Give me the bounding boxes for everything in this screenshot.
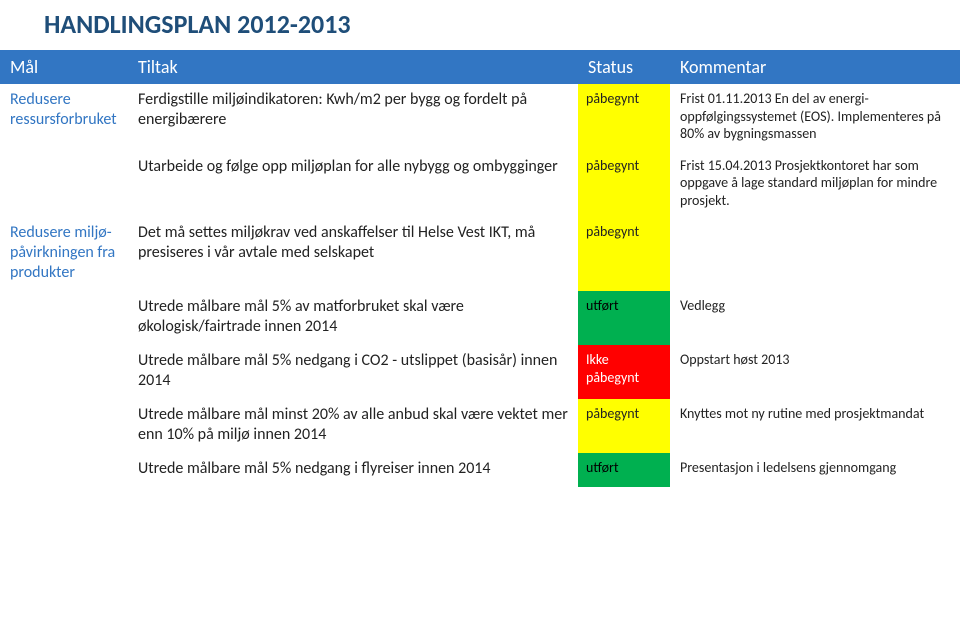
cell-status: påbegynt bbox=[578, 217, 670, 291]
cell-status: påbegynt bbox=[578, 151, 670, 218]
cell-kommentar: Knyttes mot ny rutine med prosjektmandat bbox=[670, 399, 960, 453]
cell-kommentar bbox=[670, 217, 960, 291]
cell-status: påbegynt bbox=[578, 84, 670, 151]
cell-status: utført bbox=[578, 291, 670, 345]
cell-tiltak: Utrede målbare mål 5% nedgang i CO2 - ut… bbox=[128, 345, 578, 399]
cell-mal bbox=[0, 291, 128, 345]
cell-mal bbox=[0, 453, 128, 487]
cell-mal bbox=[0, 345, 128, 399]
cell-mal: Redusere miljø-påvirkningen fra produkte… bbox=[0, 217, 128, 291]
cell-status: utført bbox=[578, 453, 670, 487]
cell-tiltak: Ferdigstille miljøindikatoren: Kwh/m2 pe… bbox=[128, 84, 578, 151]
cell-tiltak: Utrede målbare mål minst 20% av alle anb… bbox=[128, 399, 578, 453]
cell-kommentar: Frist 15.04.2013 Prosjektkontoret har so… bbox=[670, 151, 960, 218]
col-header-kommentar: Kommentar bbox=[670, 50, 960, 84]
plan-table: Mål Tiltak Status Kommentar Redusere res… bbox=[0, 50, 960, 487]
cell-kommentar: Frist 01.11.2013 En del av energi-oppføl… bbox=[670, 84, 960, 151]
cell-mal bbox=[0, 399, 128, 453]
cell-status: Ikke påbegynt bbox=[578, 345, 670, 399]
col-header-status: Status bbox=[578, 50, 670, 84]
page-title: HANDLINGSPLAN 2012-2013 bbox=[0, 0, 960, 50]
col-header-tiltak: Tiltak bbox=[128, 50, 578, 84]
cell-status: påbegynt bbox=[578, 399, 670, 453]
cell-tiltak: Utarbeide og følge opp miljøplan for all… bbox=[128, 151, 578, 218]
cell-kommentar: Presentasjon i ledelsens gjennomgang bbox=[670, 453, 960, 487]
cell-tiltak: Det må settes miljøkrav ved anskaffelser… bbox=[128, 217, 578, 291]
col-header-mal: Mål bbox=[0, 50, 128, 84]
cell-mal bbox=[0, 151, 128, 218]
cell-tiltak: Utrede målbare mål 5% av matforbruket sk… bbox=[128, 291, 578, 345]
cell-mal: Redusere ressursforbruket bbox=[0, 84, 128, 151]
cell-tiltak: Utrede målbare mål 5% nedgang i flyreise… bbox=[128, 453, 578, 487]
cell-kommentar: Vedlegg bbox=[670, 291, 960, 345]
cell-kommentar: Oppstart høst 2013 bbox=[670, 345, 960, 399]
